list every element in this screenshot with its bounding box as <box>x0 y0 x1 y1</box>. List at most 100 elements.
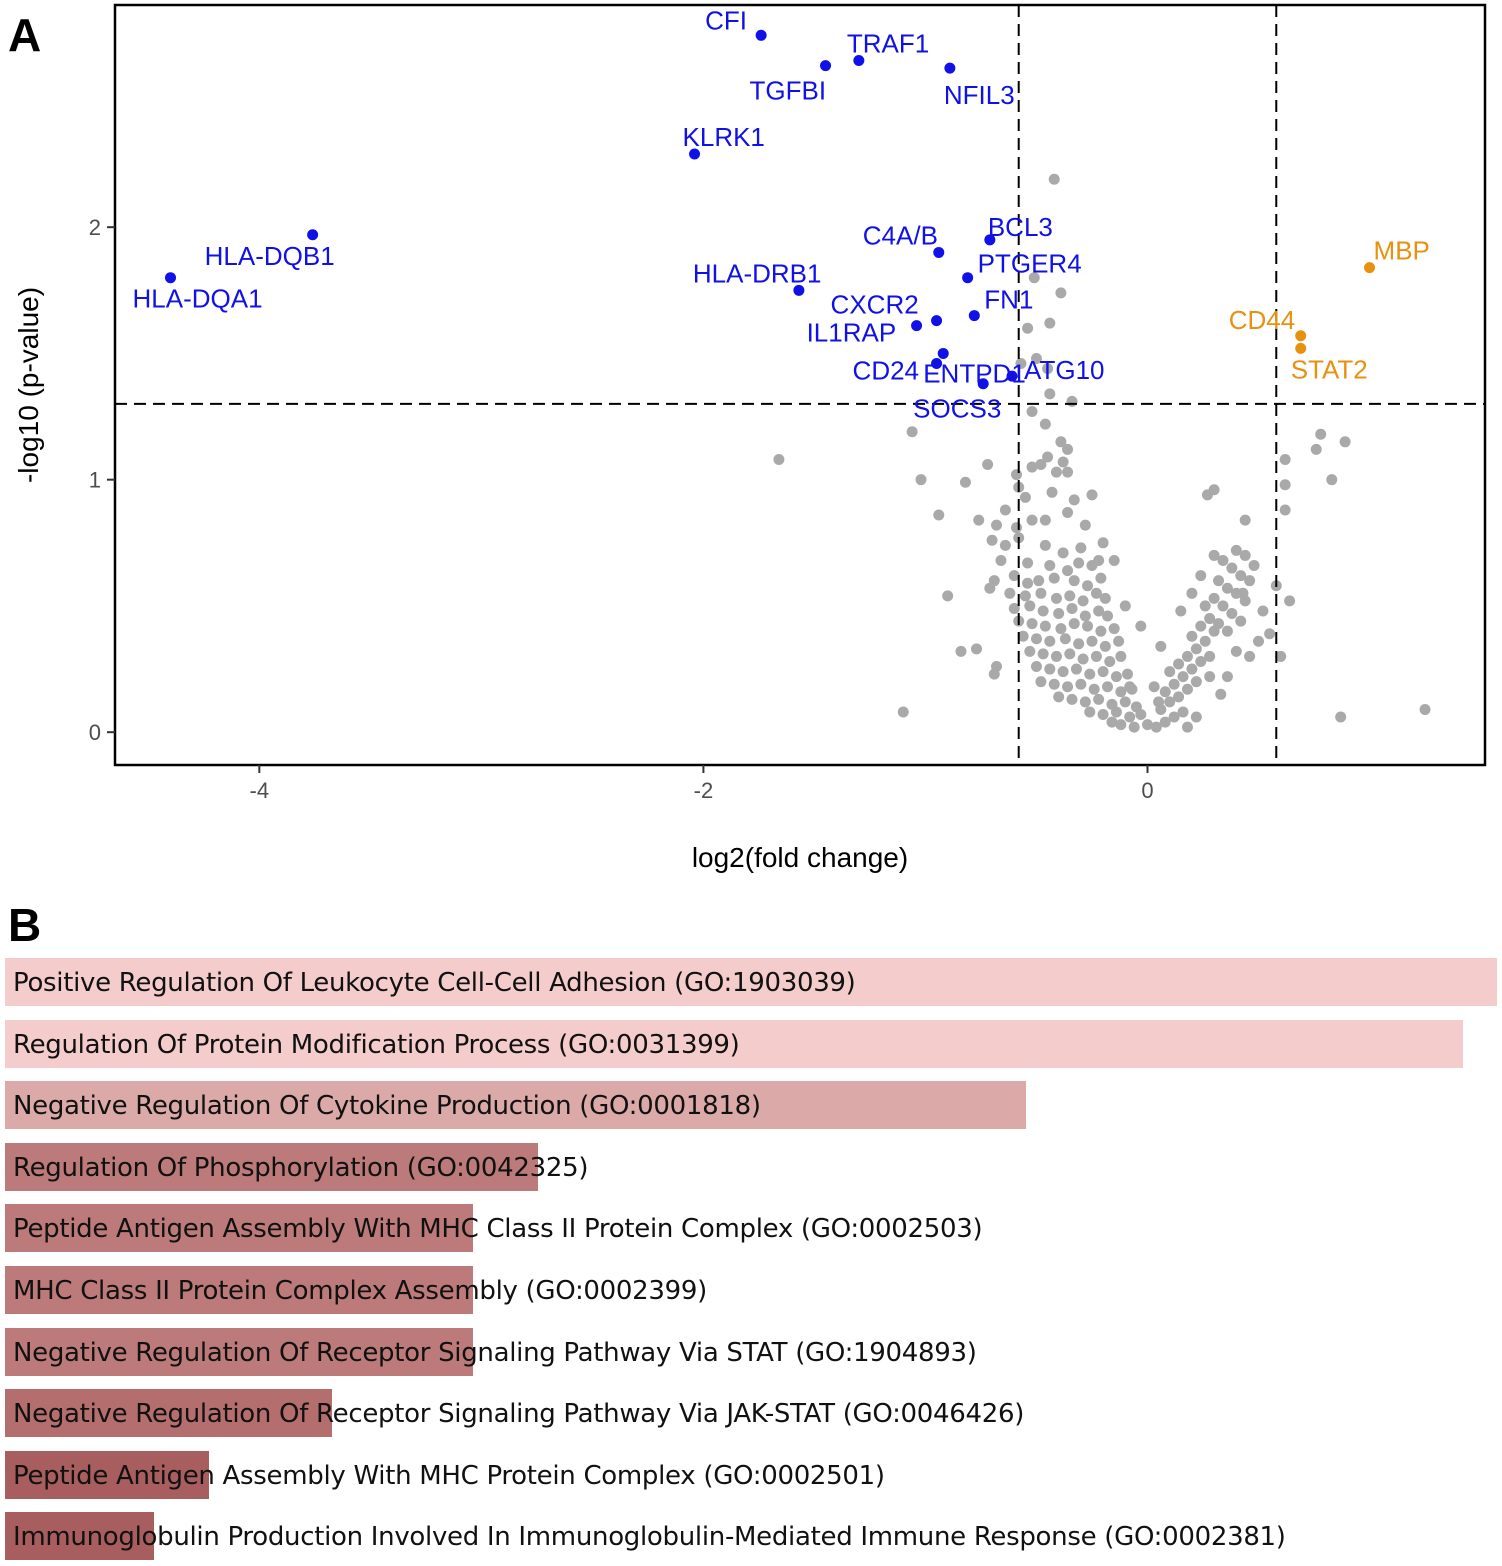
bar-fill <box>5 1450 210 1499</box>
bar-row: Positive Regulation Of Leukocyte Cell-Ce… <box>5 958 1497 1006</box>
bar-fill <box>5 1204 474 1253</box>
gene-point-cxcr2 <box>931 315 943 327</box>
ns-point <box>1181 721 1193 733</box>
y-tick-label: 0 <box>89 720 101 745</box>
ns-point <box>1022 557 1034 569</box>
bar-label: Negative Regulation Of Cytokine Producti… <box>13 1091 761 1122</box>
ns-point <box>1208 592 1220 604</box>
bar-label: Regulation Of Protein Modification Proce… <box>13 1029 740 1060</box>
ns-point <box>1010 469 1022 481</box>
ns-point <box>1339 436 1351 448</box>
ns-point <box>1217 600 1229 612</box>
ns-point <box>1048 678 1060 690</box>
ns-point <box>1062 565 1074 577</box>
gene-label: CXCR2 <box>831 290 919 320</box>
gene-label: TGFBI <box>750 76 827 106</box>
ns-point <box>1115 686 1127 698</box>
ns-point <box>1062 466 1074 478</box>
ns-point <box>1068 618 1080 630</box>
ns-point <box>1119 600 1131 612</box>
bar-label: Negative Regulation Of Receptor Signalin… <box>13 1337 977 1368</box>
ns-point <box>982 459 994 471</box>
panel-b-label: B <box>8 899 42 951</box>
ns-point <box>1199 635 1211 647</box>
y-tick-label: 1 <box>89 468 101 493</box>
ns-point <box>1050 592 1062 604</box>
ns-point <box>1264 628 1276 640</box>
ns-point <box>1315 428 1327 440</box>
gene-point-hla-dqa1 <box>165 272 177 284</box>
bar-row: MHC Class II Protein Complex Assembly (G… <box>5 1266 1497 1314</box>
ns-point <box>1046 486 1058 498</box>
ns-point <box>1326 474 1338 486</box>
ns-point <box>1177 671 1189 683</box>
bar-row: Peptide Antigen Assembly With MHC Protei… <box>5 1450 1497 1499</box>
ns-point <box>1177 706 1189 718</box>
ns-point <box>933 509 945 521</box>
gene-point-entpd1 <box>937 347 949 359</box>
ns-point <box>1095 625 1107 637</box>
ns-point <box>959 476 971 488</box>
ns-point <box>1310 443 1322 455</box>
ns-point <box>1257 605 1269 617</box>
enrichment-bar-chart: Positive Regulation Of Leukocyte Cell-Ce… <box>5 958 1497 1566</box>
ns-point <box>1037 605 1049 617</box>
ns-point <box>1084 706 1096 718</box>
ns-point <box>1204 671 1216 683</box>
gene-label: STAT2 <box>1291 354 1368 384</box>
ns-point <box>1104 655 1116 667</box>
ns-point <box>897 706 909 718</box>
gene-point-cfi <box>755 29 767 41</box>
bar-fill <box>5 1142 538 1191</box>
ns-point <box>1230 645 1242 657</box>
ns-point <box>1093 693 1105 705</box>
gene-label: CFI <box>705 5 747 35</box>
ns-point <box>1079 696 1091 708</box>
gene-point-klrk1 <box>689 148 701 160</box>
ns-point <box>991 519 1003 531</box>
ns-point <box>1053 608 1065 620</box>
gene-point-fn1 <box>968 310 980 322</box>
ns-point <box>1181 650 1193 662</box>
ns-point <box>1235 570 1247 582</box>
ns-point <box>1239 514 1251 526</box>
gene-label: NFIL3 <box>944 80 1015 110</box>
gene-label: HLA-DRB1 <box>693 258 822 288</box>
bar-fill <box>5 1389 332 1438</box>
ns-point <box>1088 683 1100 695</box>
bar-row: Immunoglobulin Production Involved In Im… <box>5 1512 1497 1561</box>
ns-point <box>1030 661 1042 673</box>
bar-row: Regulation Of Phosphorylation (GO:004232… <box>5 1142 1497 1191</box>
ns-point <box>1090 587 1102 599</box>
bar-fill <box>5 1327 474 1376</box>
ns-point <box>1186 630 1198 642</box>
ns-point <box>1079 610 1091 622</box>
bar-label: Peptide Antigen Assembly With MHC Protei… <box>13 1460 885 1491</box>
bar-label: Immunoglobulin Production Involved In Im… <box>13 1522 1286 1553</box>
ns-point <box>1226 562 1238 574</box>
ns-point <box>1115 719 1127 731</box>
ns-point <box>1419 703 1431 715</box>
ns-point <box>1053 691 1065 703</box>
ns-point <box>1064 590 1076 602</box>
ns-point <box>773 453 785 465</box>
gene-point-cd24 <box>931 358 943 370</box>
ns-point <box>906 426 918 438</box>
nonsignificant-points <box>773 173 1431 733</box>
ns-point <box>1122 668 1134 680</box>
ns-point <box>1244 575 1256 587</box>
gene-label: CD44 <box>1229 305 1295 335</box>
ns-point <box>1097 709 1109 721</box>
gene-point-tgfbi <box>820 60 832 72</box>
ns-point <box>1004 587 1016 599</box>
ns-point <box>1221 671 1233 683</box>
ns-point <box>1066 602 1078 614</box>
ns-point <box>1097 666 1109 678</box>
gene-point-traf1 <box>853 55 865 67</box>
ns-point <box>1141 719 1153 731</box>
ns-point <box>1155 640 1167 652</box>
ns-point <box>1024 645 1036 657</box>
ns-point <box>1057 547 1069 559</box>
ns-point <box>1048 572 1060 584</box>
ns-point <box>1181 683 1193 695</box>
